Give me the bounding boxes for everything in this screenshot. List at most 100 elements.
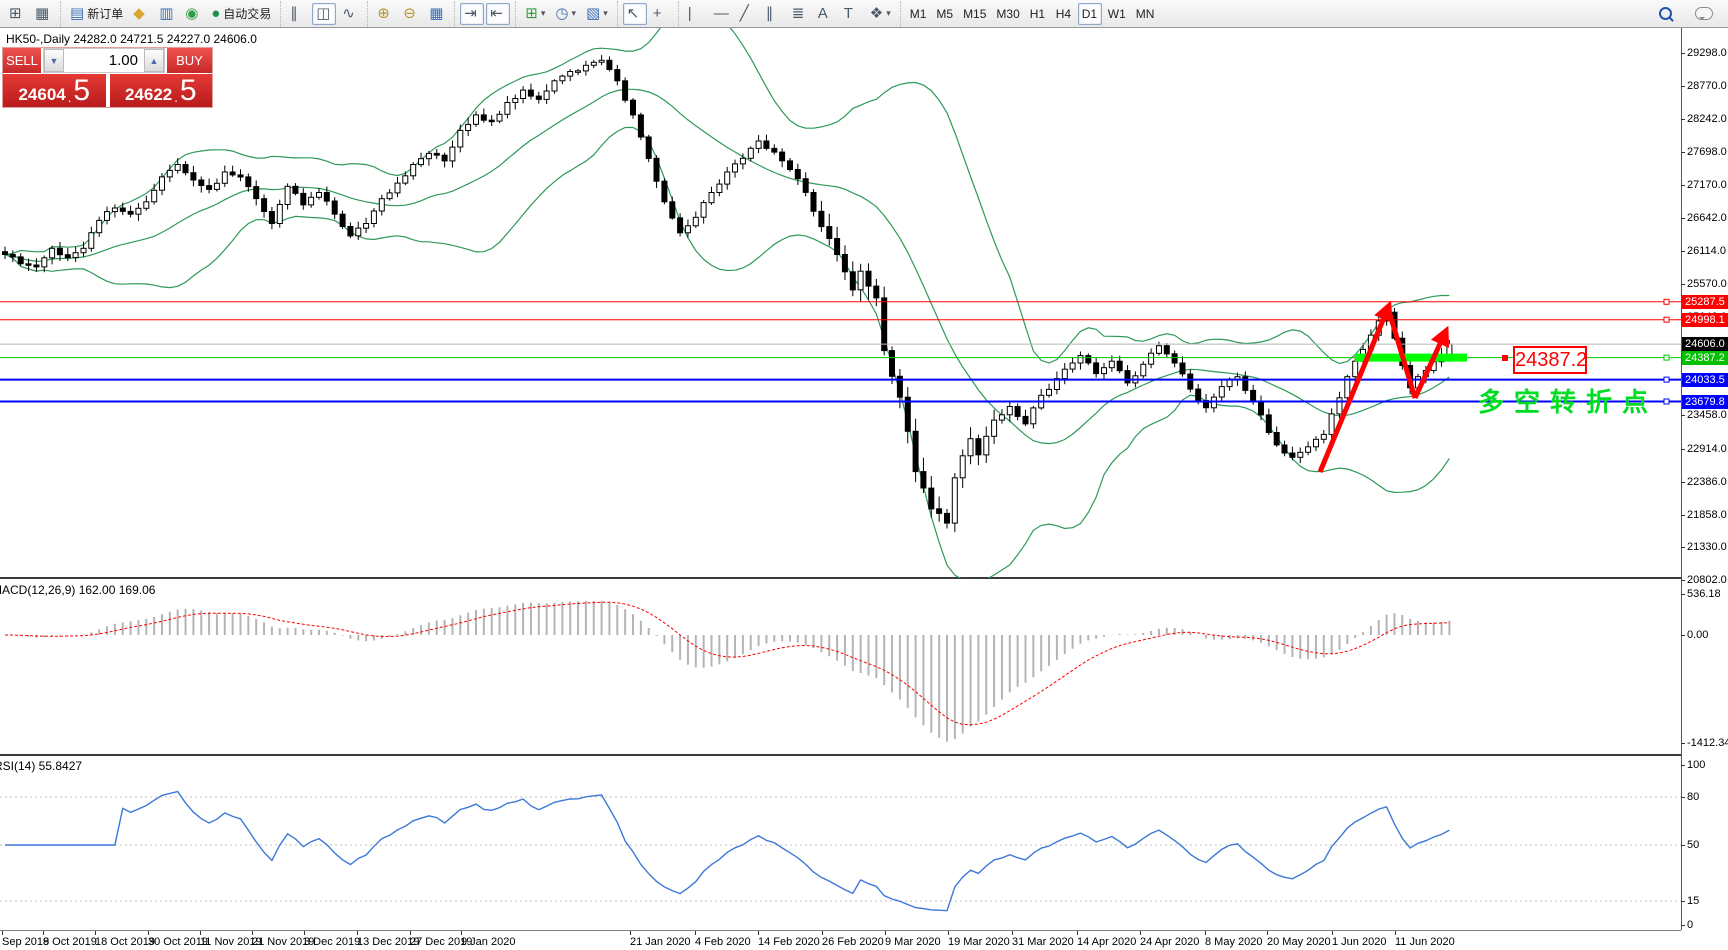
- horizontal-lines[interactable]: [0, 298, 1681, 405]
- sell-button[interactable]: SELL: [3, 48, 41, 73]
- price-tick: [1681, 449, 1685, 451]
- price-tick: [1681, 118, 1685, 120]
- volume-increase-button[interactable]: ▲: [144, 49, 164, 72]
- chat-button[interactable]: [1691, 3, 1717, 25]
- tf-w1-button[interactable]: W1: [1104, 3, 1130, 25]
- tf-m5-button[interactable]: M5: [932, 3, 957, 25]
- trend-arrow-annotation[interactable]: [1317, 300, 1450, 473]
- date-label: 3 Dec 2019: [304, 936, 361, 948]
- candlestick-mode-button[interactable]: ◫: [312, 2, 337, 25]
- tf-m15-button[interactable]: M15: [959, 3, 990, 25]
- terminal-button[interactable]: ▥: [155, 3, 179, 25]
- chart-profiles-button[interactable]: ▦: [31, 3, 55, 25]
- price-tick-label: 27170.0: [1687, 179, 1727, 191]
- crosshair-tool-button[interactable]: +: [649, 3, 673, 25]
- tf-m1-button[interactable]: M1: [906, 3, 931, 25]
- date-label: 27 Dec 2019: [410, 936, 473, 948]
- chart-shift-button[interactable]: ⇤: [486, 2, 511, 25]
- sell-price[interactable]: 24604 . 5: [3, 74, 106, 107]
- chart-window[interactable]: HK50-,Daily 24282.0 24721.5 24227.0 2460…: [0, 28, 1728, 950]
- indicators-icon: ⊞: [525, 5, 538, 22]
- volume-input[interactable]: [64, 49, 144, 72]
- price-tick: [1681, 250, 1685, 252]
- tf-m1-label: M1: [909, 6, 927, 21]
- main-price-pane[interactable]: [0, 28, 1681, 578]
- tile-windows-button[interactable]: ▦: [425, 3, 449, 25]
- templates-button[interactable]: ▧ ▾: [582, 3, 612, 25]
- vertical-line-tool-icon: |: [687, 5, 692, 22]
- thick-support-bar[interactable]: [1355, 353, 1467, 362]
- candlestick-mode-icon: ◫: [316, 5, 331, 22]
- date-label: 1 Jun 2020: [1332, 936, 1387, 948]
- tf-h4-button[interactable]: H4: [1052, 3, 1076, 25]
- date-label: 14 Feb 2020: [758, 936, 820, 948]
- zoom-in-button[interactable]: ⊕: [373, 3, 397, 25]
- horizontal-line-tool-button[interactable]: —: [710, 3, 734, 25]
- toolbar-group: ⊕ ⊖ ▦: [367, 0, 454, 27]
- tf-d1-button[interactable]: D1: [1077, 2, 1102, 25]
- search-button[interactable]: [1655, 3, 1679, 25]
- price-badge-23679.8: 23679.8: [1682, 394, 1728, 409]
- autotrading-button[interactable]: ● 自动交易: [207, 3, 275, 25]
- toolbar: ⊞ ▦ ▤ 新订单 ◆ ▥ ◉ ● 自动交易 ∥ ◫ ∿ ⊕ ⊖ ▦ ⇥ ⇤ ⊞ ▾ ◷ ▾ ▧ ▾ ↖ + | — ╱ ∥ ≣ A T ❖ ▾ M…: [0, 0, 1728, 28]
- new-order-button[interactable]: ▤ 新订单: [66, 3, 127, 25]
- metaeditor-button[interactable]: ◆: [129, 3, 153, 25]
- toolbar-group: ⇥ ⇤: [454, 0, 515, 27]
- buy-button[interactable]: BUY: [167, 48, 212, 73]
- text-label-tool-button[interactable]: T: [840, 3, 864, 25]
- cursor-tool-button[interactable]: ↖: [622, 2, 647, 25]
- rsi-axis-label: 100: [1687, 759, 1706, 771]
- zoom-out-icon: ⊖: [403, 5, 416, 22]
- price-tick: [1681, 152, 1685, 154]
- price-tick: [1681, 580, 1685, 582]
- new-chart-button[interactable]: ⊞: [5, 3, 29, 25]
- buy-price[interactable]: 24622 . 5: [109, 74, 212, 107]
- new-order-label: 新订单: [87, 7, 124, 21]
- bollinger-bands: [4, 28, 1450, 578]
- auto-scroll-button[interactable]: ⇥: [460, 2, 485, 25]
- price-callout-handle[interactable]: [1502, 355, 1508, 361]
- bar-chart-mode-button[interactable]: ∥: [286, 3, 310, 25]
- date-label: 20 May 2020: [1267, 936, 1331, 948]
- price-tick: [1681, 514, 1685, 516]
- volume-decrease-button[interactable]: ▼: [44, 49, 64, 72]
- rsi-axis-label: 15: [1687, 895, 1700, 907]
- metaeditor-icon: ◆: [133, 5, 145, 22]
- price-tick-label: 22386.0: [1687, 475, 1727, 488]
- fibonacci-tool-button[interactable]: ≣: [788, 3, 812, 25]
- vertical-line-tool-button[interactable]: |: [684, 3, 708, 25]
- macd-pane[interactable]: [0, 580, 1681, 755]
- text-tool-icon: A: [817, 5, 828, 22]
- rsi-axis-label: 50: [1687, 839, 1700, 851]
- indicators-button[interactable]: ⊞ ▾: [521, 3, 549, 25]
- shapes-tool-icon: ❖: [869, 5, 884, 22]
- price-badge-24033.5: 24033.5: [1682, 372, 1728, 387]
- zoom-out-button[interactable]: ⊖: [399, 3, 423, 25]
- signals-button[interactable]: ◉: [181, 3, 205, 25]
- fibonacci-tool-icon: ≣: [791, 5, 805, 22]
- dropdown-caret-icon: ▾: [886, 8, 891, 18]
- tf-h1-button[interactable]: H1: [1026, 3, 1050, 25]
- shapes-tool-button[interactable]: ❖ ▾: [866, 3, 895, 25]
- rsi-pane[interactable]: [0, 757, 1681, 930]
- text-tool-button[interactable]: A: [814, 3, 838, 25]
- tf-mn-button[interactable]: MN: [1132, 3, 1159, 25]
- equidistant-channel-tool-button[interactable]: ∥: [762, 3, 786, 25]
- rsi-axis-label: 80: [1687, 791, 1700, 803]
- price-callout-box[interactable]: 24387.2: [1513, 346, 1587, 374]
- tf-m15-label: M15: [963, 6, 987, 21]
- zoom-in-icon: ⊕: [377, 5, 390, 22]
- turning-point-label[interactable]: 多空转折点: [1478, 387, 1659, 417]
- date-label: 14 Apr 2020: [1077, 936, 1137, 948]
- line-chart-mode-button[interactable]: ∿: [338, 3, 362, 25]
- tf-m30-label: M30: [996, 6, 1020, 21]
- toolbar-group: ∥ ◫ ∿: [280, 0, 367, 27]
- tf-m30-button[interactable]: M30: [992, 3, 1023, 25]
- periods-button[interactable]: ◷ ▾: [551, 3, 580, 25]
- pane-separator-macd[interactable]: [0, 577, 1681, 579]
- trendline-tool-button[interactable]: ╱: [736, 3, 760, 25]
- toolbar-group: M1 M5 M15 M30 H1 H4 D1 W1 MN: [899, 0, 1164, 27]
- date-label: 8 May 2020: [1205, 936, 1263, 948]
- price-badge-24998.1: 24998.1: [1682, 312, 1728, 327]
- pane-separator-rsi[interactable]: [0, 754, 1681, 756]
